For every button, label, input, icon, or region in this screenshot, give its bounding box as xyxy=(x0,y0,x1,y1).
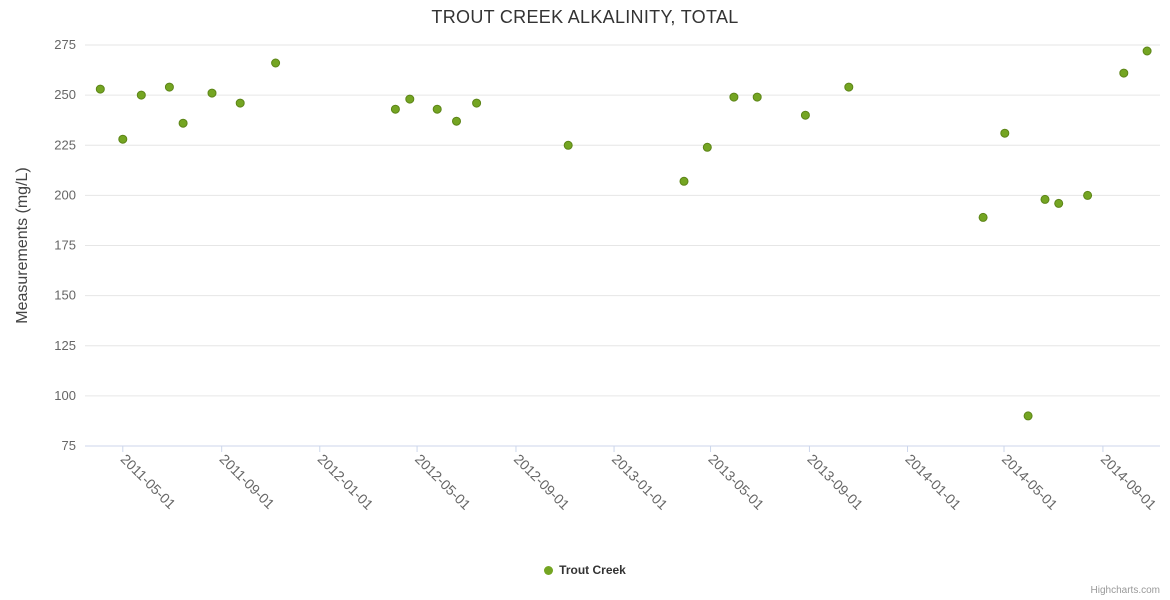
y-axis-title: Measurements (mg/L) xyxy=(14,167,31,324)
x-tick-label: 2014-05-01 xyxy=(999,451,1061,513)
legend-item-trout-creek[interactable]: Trout Creek xyxy=(544,563,626,577)
data-point[interactable] xyxy=(800,110,810,120)
y-tick-label: 275 xyxy=(54,37,76,52)
data-point[interactable] xyxy=(164,82,174,92)
data-point[interactable] xyxy=(432,104,442,114)
x-tick-label: 2012-09-01 xyxy=(511,451,573,513)
x-tick-label: 2012-01-01 xyxy=(315,451,377,513)
data-point[interactable] xyxy=(95,84,105,94)
data-point[interactable] xyxy=(1040,194,1050,204)
data-point[interactable] xyxy=(136,90,146,100)
data-point[interactable] xyxy=(405,94,415,104)
y-tick-label: 150 xyxy=(54,288,76,303)
data-point[interactable] xyxy=(679,176,689,186)
data-point[interactable] xyxy=(563,140,573,150)
data-point[interactable] xyxy=(271,58,281,68)
data-point[interactable] xyxy=(452,116,461,126)
data-point[interactable] xyxy=(235,98,245,108)
x-tick-label: 2014-01-01 xyxy=(902,451,964,513)
data-point[interactable] xyxy=(118,134,128,144)
data-point[interactable] xyxy=(1000,128,1010,138)
y-tick-label: 125 xyxy=(54,338,76,353)
legend: Trout Creek xyxy=(0,563,1170,577)
data-point[interactable] xyxy=(1119,68,1129,78)
x-tick-label: 2013-05-01 xyxy=(705,451,767,513)
data-point[interactable] xyxy=(178,118,188,128)
data-point[interactable] xyxy=(702,142,712,152)
chart-title: TROUT CREEK ALKALINITY, TOTAL xyxy=(431,7,739,27)
data-point[interactable] xyxy=(207,88,217,98)
data-point[interactable] xyxy=(1142,46,1152,56)
x-tick-label: 2011-05-01 xyxy=(118,451,179,512)
data-point[interactable] xyxy=(1054,198,1064,208)
data-point[interactable] xyxy=(1023,411,1033,421)
y-tick-label: 225 xyxy=(54,137,76,152)
data-point[interactable] xyxy=(390,104,400,114)
legend-label: Trout Creek xyxy=(559,563,626,577)
credits-link[interactable]: Highcharts.com xyxy=(1090,585,1160,596)
data-point[interactable] xyxy=(844,82,854,92)
x-tick-label: 2012-05-01 xyxy=(412,451,474,513)
y-tick-label: 100 xyxy=(54,388,76,403)
y-tick-label: 75 xyxy=(62,438,76,453)
data-point[interactable] xyxy=(752,92,762,102)
data-point[interactable] xyxy=(978,212,988,222)
x-tick-label: 2014-09-01 xyxy=(1098,451,1160,513)
x-tick-label: 2013-01-01 xyxy=(609,451,671,513)
legend-marker-icon xyxy=(544,565,554,575)
y-tick-label: 200 xyxy=(54,187,76,202)
x-tick-label: 2011-09-01 xyxy=(217,451,278,512)
y-tick-label: 250 xyxy=(54,87,76,102)
x-tick-label: 2013-09-01 xyxy=(804,451,866,513)
data-point[interactable] xyxy=(472,98,482,108)
data-point[interactable] xyxy=(729,92,739,102)
y-tick-label: 175 xyxy=(54,238,76,253)
data-point[interactable] xyxy=(1083,190,1093,200)
